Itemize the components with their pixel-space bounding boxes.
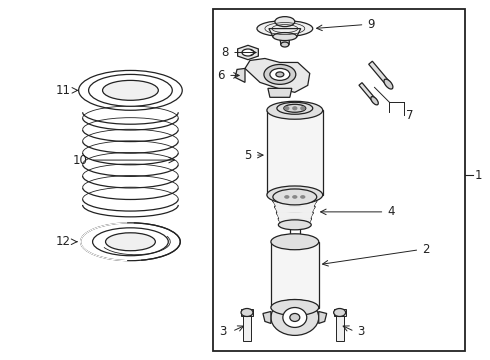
Ellipse shape bbox=[284, 104, 306, 112]
Polygon shape bbox=[268, 88, 292, 97]
Ellipse shape bbox=[285, 196, 289, 198]
Ellipse shape bbox=[285, 107, 289, 110]
Ellipse shape bbox=[301, 196, 305, 198]
Ellipse shape bbox=[275, 17, 295, 27]
Polygon shape bbox=[359, 83, 376, 102]
Ellipse shape bbox=[293, 196, 297, 198]
Bar bbox=[271, 242, 318, 307]
Ellipse shape bbox=[241, 309, 253, 316]
Polygon shape bbox=[318, 311, 327, 323]
Ellipse shape bbox=[78, 71, 182, 110]
Ellipse shape bbox=[81, 223, 180, 261]
Ellipse shape bbox=[267, 101, 323, 119]
Ellipse shape bbox=[277, 102, 313, 114]
Polygon shape bbox=[235, 68, 245, 82]
Text: 3: 3 bbox=[358, 325, 365, 338]
Ellipse shape bbox=[276, 208, 313, 218]
Polygon shape bbox=[276, 213, 313, 219]
Ellipse shape bbox=[301, 107, 305, 110]
Text: 4: 4 bbox=[388, 205, 395, 219]
Text: 11: 11 bbox=[56, 84, 71, 97]
Ellipse shape bbox=[276, 72, 284, 77]
Ellipse shape bbox=[273, 196, 317, 206]
Bar bbox=[267, 110, 323, 195]
Polygon shape bbox=[278, 219, 311, 225]
Text: 3: 3 bbox=[219, 325, 226, 338]
Bar bbox=[336, 316, 343, 341]
Polygon shape bbox=[263, 311, 271, 323]
Ellipse shape bbox=[257, 21, 313, 37]
Bar bbox=[243, 316, 251, 341]
Text: 10: 10 bbox=[73, 154, 88, 167]
Ellipse shape bbox=[273, 32, 297, 41]
Bar bbox=[213, 9, 465, 351]
Ellipse shape bbox=[278, 214, 311, 224]
Ellipse shape bbox=[242, 49, 254, 56]
Ellipse shape bbox=[271, 300, 318, 315]
Text: 5: 5 bbox=[245, 149, 252, 162]
Ellipse shape bbox=[281, 42, 289, 47]
Text: 9: 9 bbox=[368, 18, 375, 31]
Polygon shape bbox=[245, 58, 310, 92]
Ellipse shape bbox=[105, 233, 155, 251]
Polygon shape bbox=[368, 61, 390, 86]
Ellipse shape bbox=[264, 64, 296, 84]
Ellipse shape bbox=[371, 96, 378, 105]
Ellipse shape bbox=[89, 75, 172, 106]
Bar bbox=[241, 309, 253, 316]
Polygon shape bbox=[275, 207, 315, 213]
Polygon shape bbox=[280, 37, 290, 45]
Ellipse shape bbox=[271, 300, 318, 336]
Ellipse shape bbox=[293, 107, 297, 110]
Text: 8: 8 bbox=[221, 46, 229, 59]
Text: 6: 6 bbox=[218, 69, 225, 82]
Text: 7: 7 bbox=[406, 109, 414, 122]
Bar bbox=[334, 309, 345, 316]
Text: 12: 12 bbox=[56, 235, 71, 248]
Ellipse shape bbox=[384, 79, 393, 89]
Polygon shape bbox=[269, 28, 301, 37]
Ellipse shape bbox=[93, 228, 168, 256]
Polygon shape bbox=[238, 45, 258, 60]
Ellipse shape bbox=[273, 189, 317, 205]
Ellipse shape bbox=[102, 80, 158, 100]
Ellipse shape bbox=[271, 234, 318, 250]
Ellipse shape bbox=[267, 186, 323, 204]
Ellipse shape bbox=[278, 220, 311, 230]
Ellipse shape bbox=[270, 68, 290, 80]
Text: 1: 1 bbox=[475, 168, 483, 181]
Ellipse shape bbox=[334, 309, 345, 316]
Ellipse shape bbox=[283, 307, 307, 328]
Polygon shape bbox=[273, 201, 317, 207]
Text: 2: 2 bbox=[422, 243, 430, 256]
Ellipse shape bbox=[290, 314, 300, 321]
Ellipse shape bbox=[275, 202, 315, 212]
